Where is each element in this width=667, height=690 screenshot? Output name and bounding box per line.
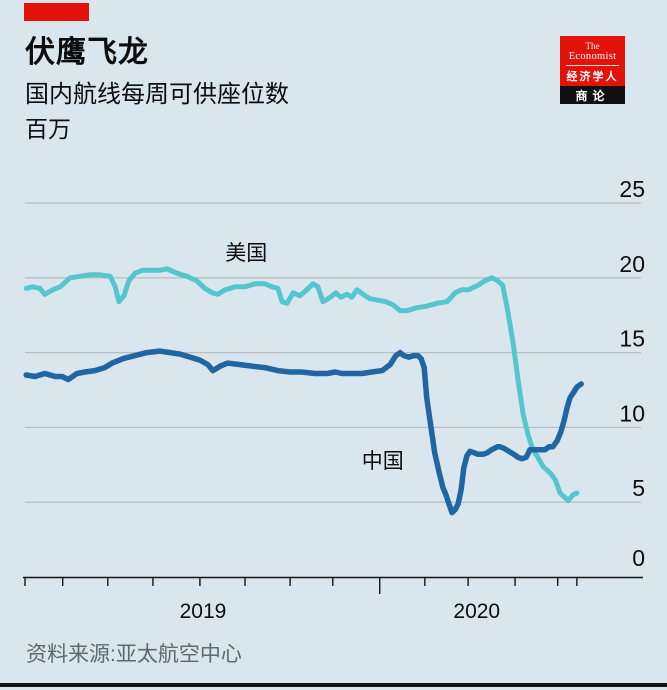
economist-logo-red-box: The Economist 经济学人	[560, 36, 625, 86]
y-axis-label: 15	[619, 326, 645, 352]
economist-red-tag	[24, 3, 89, 21]
logo-text-shanglun: 商论	[560, 86, 625, 104]
chart-subtitle: 国内航线每周可供座位数	[25, 81, 289, 108]
series-line-china	[23, 348, 584, 516]
logo-text-jingjixueren: 经济学人	[566, 71, 619, 83]
logo-divider	[566, 65, 619, 66]
y-axis-label: 0	[632, 545, 645, 571]
series-label-china: 中国	[362, 450, 404, 473]
y-axis-label: 5	[632, 475, 645, 501]
logo-text-economist: Economist	[568, 51, 617, 62]
bottom-rule	[0, 683, 667, 687]
chart-title: 伏鹰飞龙	[25, 36, 149, 69]
chart-unit-label: 百万	[25, 116, 71, 142]
y-axis-label: 20	[619, 251, 645, 277]
logo-text-the: The	[585, 41, 600, 51]
economist-logo: The Economist 经济学人 商论	[560, 36, 625, 104]
source-note: 资料来源:亚太航空中心	[26, 643, 242, 666]
y-axis-label: 25	[619, 176, 645, 202]
x-axis-year-label: 2019	[180, 600, 227, 623]
x-axis-year-label: 2020	[453, 600, 500, 623]
series-label-us: 美国	[225, 242, 267, 265]
series-line-us	[23, 266, 580, 504]
y-axis-label: 10	[619, 400, 645, 426]
